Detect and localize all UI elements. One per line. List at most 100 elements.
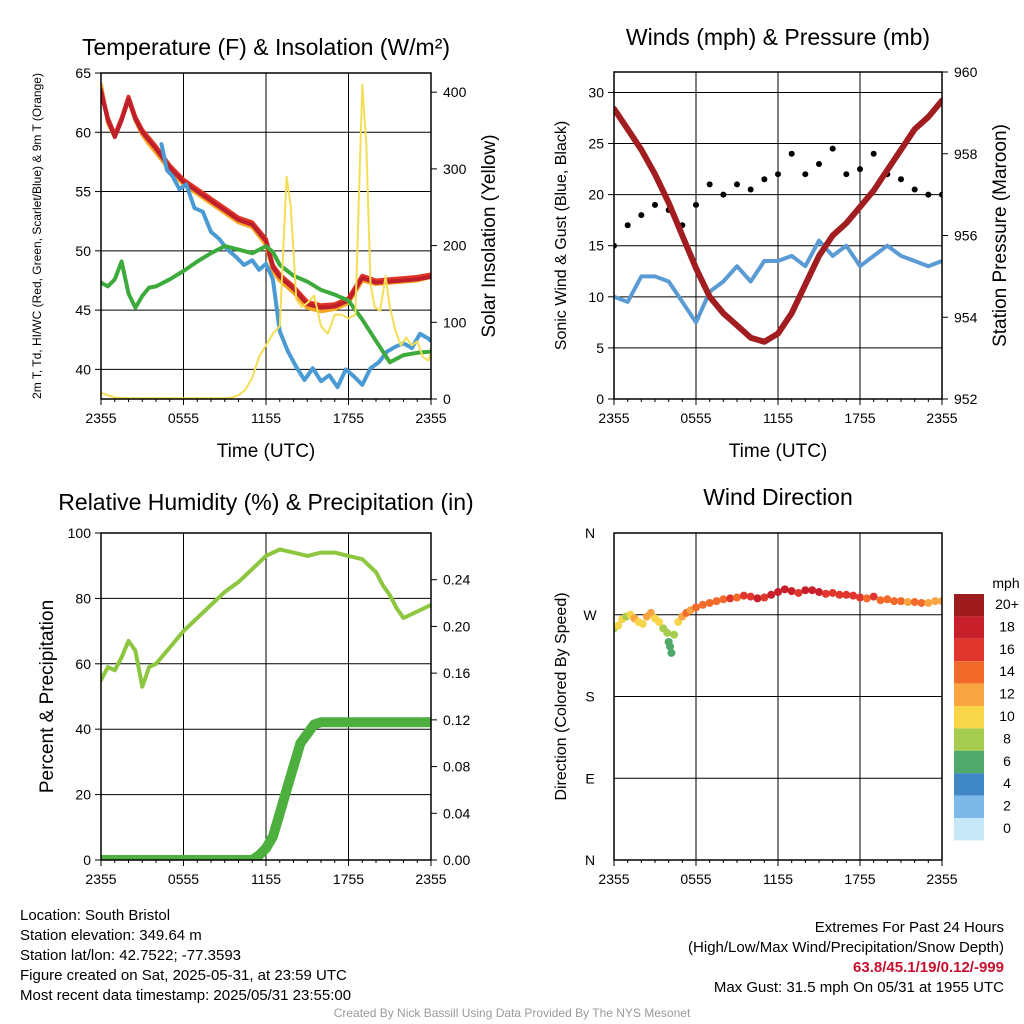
series-line-0: [614, 238, 942, 325]
colorbar-cell: [954, 594, 984, 617]
y-axis-label: Percent & Precipitation: [37, 600, 58, 793]
plot-frame: [613, 532, 943, 861]
direction-point: [698, 600, 707, 609]
station-location: Location: South Bristol: [20, 907, 171, 924]
y2-tick-label: 956: [954, 228, 978, 244]
colorbar-cell: [954, 638, 984, 662]
direction-point: [760, 593, 769, 602]
meteogram-figure: Temperature (F) & Insolation (W/m²) 2355 0…: [30, 24, 1020, 887]
gust-point: [816, 160, 822, 167]
direction-point: [705, 598, 714, 607]
y2-tick-label: 0.24: [443, 572, 470, 588]
y2-tick-label: 300: [443, 161, 467, 177]
colorbar-cell: [954, 795, 984, 818]
station-info: Location: South Bristol Station elevatio…: [20, 906, 351, 1006]
colorbar-label: 18: [999, 618, 1015, 634]
direction-point: [903, 598, 912, 607]
y-tick-label: 30: [588, 84, 604, 100]
panel-1: Winds (mph) & Pressure (mb) 2355 0555 1155 1…: [553, 24, 1011, 462]
direction-point: [842, 590, 851, 599]
series-line-2: [614, 97, 942, 345]
direction-point: [835, 590, 844, 599]
figure-created: Figure created on Sat, 2025-05-31, at 23…: [20, 967, 347, 984]
colorbar-cell: [954, 706, 984, 729]
y2-axis-label: Station Pressure (Maroon): [990, 124, 1011, 347]
direction-point: [719, 595, 728, 604]
direction-point: [733, 593, 741, 602]
direction-point: [780, 585, 789, 594]
colorbar-cell: [954, 661, 984, 684]
plot-area: [614, 97, 942, 345]
direction-point: [849, 591, 858, 600]
y-tick-label: 50: [75, 243, 91, 259]
y2-axis-label: Solar Insolation (Yellow): [479, 134, 500, 337]
direction-point: [815, 588, 823, 597]
gust-point: [775, 171, 781, 178]
direction-point: [638, 619, 647, 628]
x-tick-label: 2355: [598, 410, 629, 426]
series-line-1: [101, 717, 431, 860]
x-tick-label: 1155: [763, 871, 793, 887]
y2-tick-label: 100: [443, 314, 467, 330]
direction-point: [869, 592, 878, 601]
colorbar-label: 20+: [995, 596, 1019, 612]
colorbar-label: 4: [1003, 775, 1011, 791]
y-tick-label: N: [585, 852, 595, 868]
direction-point: [876, 596, 885, 605]
direction-point: [910, 598, 919, 607]
extremes-values: 63.8/45.1/19/0.12/-999: [853, 959, 1004, 976]
colorbar-label: 14: [999, 663, 1015, 679]
gust-point: [843, 171, 850, 178]
direction-point: [828, 588, 837, 597]
extremes-subheading: (High/Low/Max Wind/Precipitation/Snow De…: [688, 939, 1004, 956]
series-line-0: [101, 547, 431, 689]
direction-point: [692, 603, 700, 612]
plot-frame: [100, 532, 432, 861]
y-axis-label: 2m T, Td, HI/WC (Red, Green, Scarlet/Blu…: [30, 73, 44, 399]
gust-point: [925, 191, 932, 198]
direction-point: [646, 608, 655, 617]
y2-tick-label: 960: [954, 64, 978, 80]
y-tick-label: 80: [75, 590, 91, 606]
y2-tick-label: 400: [443, 84, 467, 100]
y-tick-label: 45: [75, 302, 91, 318]
y-tick-label: 25: [588, 136, 604, 152]
colorbar-cell: [954, 773, 984, 796]
direction-point: [794, 588, 803, 597]
extremes-heading: Extremes For Past 24 Hours: [814, 919, 1004, 936]
colorbar-title: mph: [992, 575, 1019, 591]
direction-point: [924, 598, 933, 607]
extremes-info: Extremes For Past 24 Hours (High/Low/Max…: [688, 918, 1004, 998]
x-tick-label: 1155: [251, 871, 281, 887]
y2-tick-label: 0.20: [443, 618, 470, 634]
y-tick-label: 0: [83, 852, 91, 868]
direction-point: [808, 586, 817, 595]
x-tick-label: 2355: [926, 871, 957, 887]
y-axis-label: Sonic Wind & Gust (Blue, Black): [553, 121, 570, 350]
x-tick-label: 2355: [415, 871, 446, 887]
y2-tick-label: 0.00: [443, 852, 470, 868]
colorbar-label: 10: [999, 708, 1015, 724]
direction-point: [667, 648, 676, 657]
x-tick-label: 1755: [844, 410, 875, 426]
station-latlon: Station lat/lon: 42.7522; -77.3593: [20, 947, 242, 964]
direction-point: [746, 592, 755, 601]
direction-point: [726, 594, 735, 603]
gust-point: [802, 171, 809, 178]
gust-point: [829, 145, 836, 152]
direction-point: [739, 591, 748, 600]
y-tick-label: 55: [75, 184, 91, 200]
direction-point: [753, 594, 762, 603]
max-gust: Max Gust: 31.5 mph On 05/31 at 1955 UTC: [713, 979, 1004, 996]
x-tick-label: 2355: [598, 871, 629, 887]
y-axis-label: Direction (Colored By Speed): [553, 592, 570, 800]
colorbar-cell: [954, 750, 984, 774]
plot-frame: [100, 72, 432, 400]
gust-point: [720, 191, 727, 198]
plot-frame: [613, 71, 943, 400]
y2-tick-label: 0.08: [443, 759, 470, 775]
chart-title: Temperature (F) & Insolation (W/m²): [82, 34, 450, 60]
x-tick-label: 1155: [763, 410, 793, 426]
direction-point: [917, 598, 926, 607]
direction-point: [821, 589, 830, 598]
